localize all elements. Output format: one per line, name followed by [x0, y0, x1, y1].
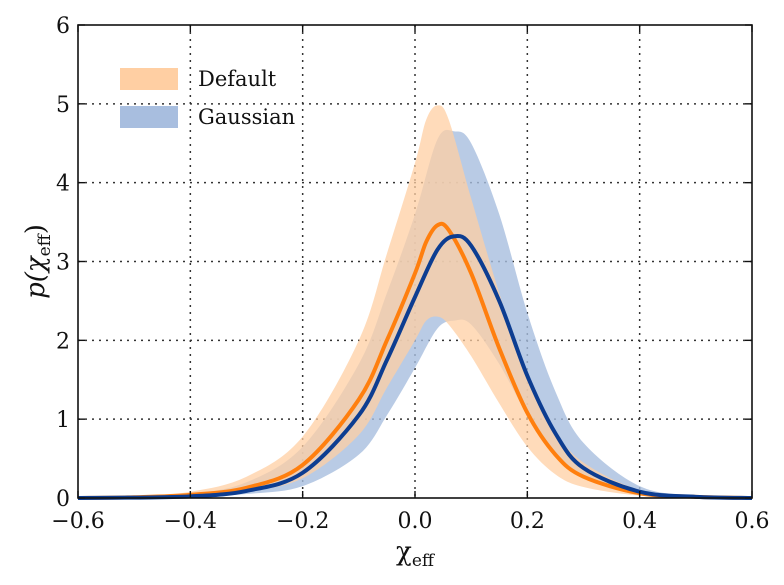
y-tick-label: 3: [56, 251, 70, 276]
y-tick-label: 1: [56, 408, 70, 433]
y-axis-label: p(χeff): [21, 224, 55, 299]
median-line-gaussian: [77, 233, 753, 500]
x-tick-label: 0.0: [398, 509, 433, 534]
x-tick-label: 0.4: [622, 509, 657, 534]
x-tick-label: −0.6: [51, 509, 104, 534]
axis-ticks: [77, 24, 753, 499]
y-tick-label: 5: [56, 93, 70, 118]
x-tick-label: 0.6: [735, 509, 770, 534]
x-axis-label: χeff: [396, 537, 436, 571]
y-tick-label: 6: [56, 14, 70, 39]
y-tick-labels: 0 1 2 3 4 5 6: [56, 14, 70, 512]
legend-label-gaussian: Gaussian: [198, 105, 295, 129]
legend-swatch-gaussian: [120, 106, 178, 128]
x-tick-label: 0.2: [510, 509, 545, 534]
x-tick-label: −0.2: [276, 509, 329, 534]
legend-label-default: Default: [198, 67, 277, 91]
x-tick-label: −0.4: [164, 509, 217, 534]
median-lines: [77, 221, 753, 500]
y-tick-label: 4: [56, 172, 70, 197]
y-tick-label: 0: [56, 487, 70, 512]
x-tick-labels: −0.6 −0.4 −0.2 0.0 0.2 0.4 0.6: [51, 509, 769, 534]
legend-swatch-default: [120, 68, 178, 90]
median-line-default: [77, 221, 753, 500]
legend: Default Gaussian: [120, 67, 295, 129]
y-tick-label: 2: [56, 329, 70, 354]
